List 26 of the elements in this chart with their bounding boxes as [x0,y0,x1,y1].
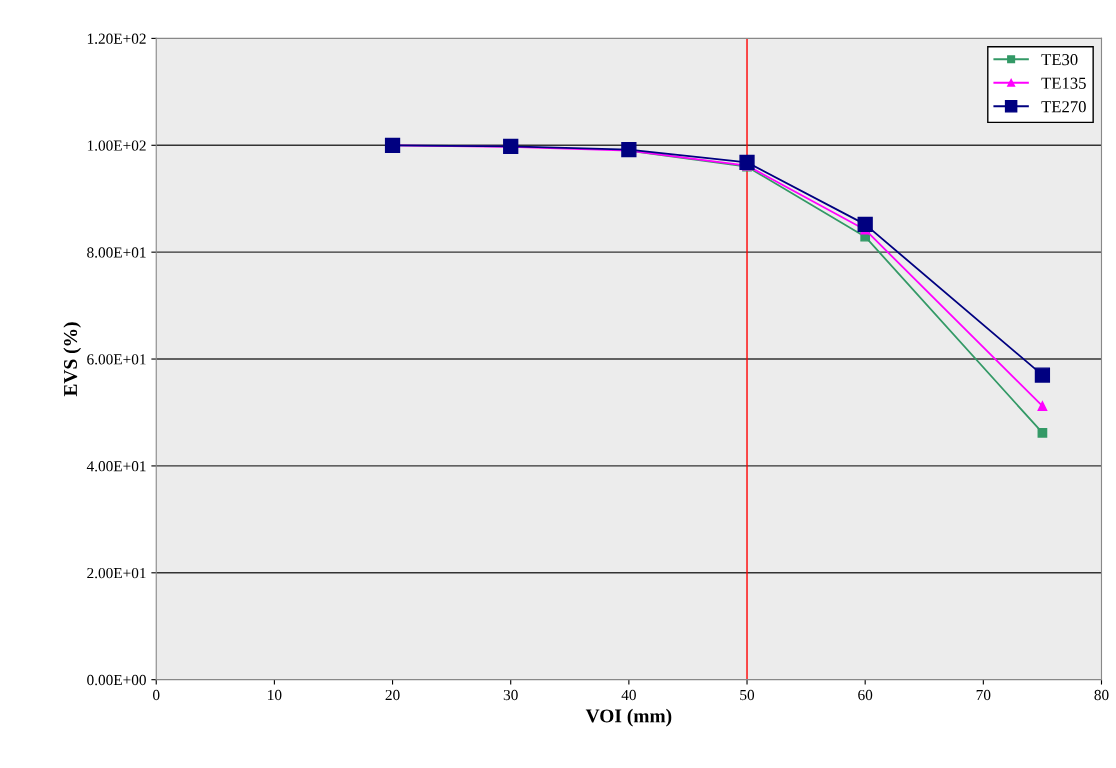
y-axis-title: EVS (%) [63,322,81,397]
legend-label: TE30 [1041,53,1078,66]
x-tick-label: 50 [740,689,755,701]
x-tick-label: 10 [268,689,282,701]
point [1037,427,1048,438]
x-tick-label: 80 [1094,689,1109,701]
y-tick-label: 4.00E+01 [86,461,146,472]
legend-label: TE135 [1041,77,1086,89]
x-tick-label: 30 [503,689,518,701]
y-tick-label: 8.00E+01 [87,247,146,258]
point [739,154,755,171]
y-tick-label: 1.20E+02 [87,33,146,44]
x-tick-label: 20 [385,689,400,701]
y-tick-label: 6.00E+01 [87,354,146,365]
x-tick-label: 40 [621,689,636,701]
x-tick-label: 0 [153,689,160,701]
x-axis-title: VOI (mm) [585,708,672,727]
point [857,216,873,233]
y-tick-label: 2.00E+01 [87,567,146,579]
y-tick-label: 0.00E+00 [87,674,146,686]
x-tick-label: 60 [858,689,873,701]
point [1034,367,1051,383]
point [1037,401,1048,411]
x-tick-label: 70 [976,689,991,701]
y-tick-label: 1.00E+02 [87,140,146,151]
legend-label: TE270 [1041,101,1086,113]
